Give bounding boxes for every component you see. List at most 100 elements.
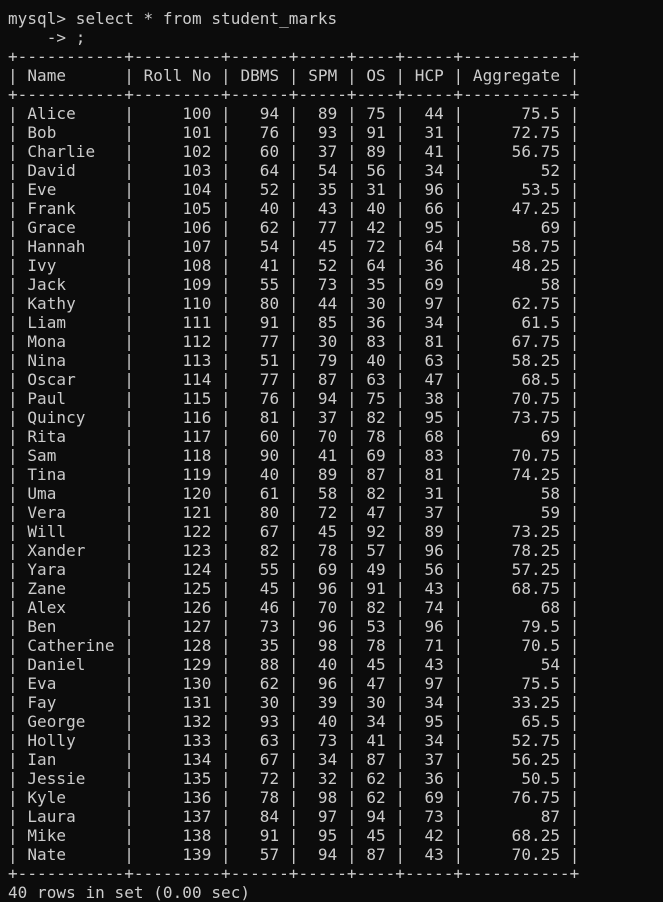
cell-spm: 98	[308, 636, 338, 655]
column-header-hcp: HCP	[414, 66, 444, 85]
cell-roll-no: 137	[143, 807, 212, 826]
cell-os: 30	[366, 693, 386, 712]
table-row: | Catherine | 128 | 35 | 98 | 78 | 71 | …	[8, 636, 580, 655]
cell-hcp: 96	[414, 617, 444, 636]
cell-hcp: 43	[414, 579, 444, 598]
cell-dbms: 40	[240, 465, 280, 484]
cell-name: Jack	[27, 275, 115, 294]
cell-hcp: 64	[414, 237, 444, 256]
cell-name: Alice	[27, 104, 115, 123]
cell-aggregate: 48.25	[472, 256, 561, 275]
cell-spm: 78	[308, 541, 338, 560]
cell-spm: 43	[308, 199, 338, 218]
cell-hcp: 95	[414, 712, 444, 731]
cell-aggregate: 54	[472, 655, 561, 674]
cell-aggregate: 56.25	[472, 750, 561, 769]
cell-hcp: 42	[414, 826, 444, 845]
cell-dbms: 60	[240, 142, 280, 161]
cell-hcp: 81	[414, 465, 444, 484]
cell-aggregate: 52.75	[472, 731, 561, 750]
cell-spm: 79	[308, 351, 338, 370]
table-row: | Uma | 120 | 61 | 58 | 82 | 31 | 58 |	[8, 484, 580, 503]
cell-spm: 37	[308, 408, 338, 427]
cell-aggregate: 69	[472, 427, 561, 446]
cell-os: 36	[366, 313, 386, 332]
cell-aggregate: 67.75	[472, 332, 561, 351]
cell-roll-no: 131	[143, 693, 212, 712]
cell-dbms: 57	[240, 845, 280, 864]
cell-dbms: 88	[240, 655, 280, 674]
cell-roll-no: 125	[143, 579, 212, 598]
cell-dbms: 54	[240, 237, 280, 256]
cell-name: Vera	[27, 503, 115, 522]
cell-name: Laura	[27, 807, 115, 826]
cell-spm: 77	[308, 218, 338, 237]
cell-hcp: 37	[414, 503, 444, 522]
column-header-dbms: DBMS	[240, 66, 280, 85]
cell-name: Eva	[27, 674, 115, 693]
cell-spm: 98	[308, 788, 338, 807]
cell-hcp: 36	[414, 769, 444, 788]
cell-spm: 37	[308, 142, 338, 161]
cell-dbms: 67	[240, 750, 280, 769]
cell-roll-no: 102	[143, 142, 212, 161]
cell-hcp: 47	[414, 370, 444, 389]
table-row: | Mike | 138 | 91 | 95 | 45 | 42 | 68.25…	[8, 826, 580, 845]
cell-os: 64	[366, 256, 386, 275]
cell-aggregate: 79.5	[472, 617, 561, 636]
table-row: | Eve | 104 | 52 | 35 | 31 | 96 | 53.5 |	[8, 180, 580, 199]
cell-os: 47	[366, 503, 386, 522]
cell-name: Fay	[27, 693, 115, 712]
cell-name: George	[27, 712, 115, 731]
table-row: | Liam | 111 | 91 | 85 | 36 | 34 | 61.5 …	[8, 313, 580, 332]
cell-name: Rita	[27, 427, 115, 446]
cell-dbms: 64	[240, 161, 280, 180]
cell-dbms: 81	[240, 408, 280, 427]
table-row: | Laura | 137 | 84 | 97 | 94 | 73 | 87 |	[8, 807, 580, 826]
cell-dbms: 76	[240, 389, 280, 408]
table-row: | Kathy | 110 | 80 | 44 | 30 | 97 | 62.7…	[8, 294, 580, 313]
cell-roll-no: 123	[143, 541, 212, 560]
cell-name: Tina	[27, 465, 115, 484]
cell-spm: 89	[308, 465, 338, 484]
table-row: | Nina | 113 | 51 | 79 | 40 | 63 | 58.25…	[8, 351, 580, 370]
cell-roll-no: 138	[143, 826, 212, 845]
cell-name: Catherine	[27, 636, 115, 655]
cell-hcp: 31	[414, 484, 444, 503]
cell-dbms: 77	[240, 332, 280, 351]
cell-name: Hannah	[27, 237, 115, 256]
cell-roll-no: 133	[143, 731, 212, 750]
cell-roll-no: 121	[143, 503, 212, 522]
cell-dbms: 72	[240, 769, 280, 788]
cell-dbms: 35	[240, 636, 280, 655]
cell-dbms: 63	[240, 731, 280, 750]
cell-dbms: 62	[240, 218, 280, 237]
cell-roll-no: 126	[143, 598, 212, 617]
cell-spm: 41	[308, 446, 338, 465]
cell-os: 92	[366, 522, 386, 541]
cell-os: 82	[366, 484, 386, 503]
cell-os: 75	[366, 389, 386, 408]
cell-dbms: 78	[240, 788, 280, 807]
cell-spm: 94	[308, 845, 338, 864]
cell-roll-no: 129	[143, 655, 212, 674]
cell-aggregate: 70.25	[472, 845, 561, 864]
table-border: +-----------+---------+------+-----+----…	[8, 85, 580, 104]
cell-roll-no: 115	[143, 389, 212, 408]
table-row: | Hannah | 107 | 54 | 45 | 72 | 64 | 58.…	[8, 237, 580, 256]
table-border: +-----------+---------+------+-----+----…	[8, 864, 580, 883]
cell-hcp: 66	[414, 199, 444, 218]
cell-spm: 52	[308, 256, 338, 275]
cell-aggregate: 53.5	[472, 180, 561, 199]
cell-name: Daniel	[27, 655, 115, 674]
cell-roll-no: 109	[143, 275, 212, 294]
cell-hcp: 63	[414, 351, 444, 370]
cell-hcp: 37	[414, 750, 444, 769]
cell-hcp: 97	[414, 294, 444, 313]
cell-hcp: 83	[414, 446, 444, 465]
cell-spm: 72	[308, 503, 338, 522]
cell-aggregate: 58	[472, 484, 561, 503]
cell-spm: 32	[308, 769, 338, 788]
cell-dbms: 62	[240, 674, 280, 693]
